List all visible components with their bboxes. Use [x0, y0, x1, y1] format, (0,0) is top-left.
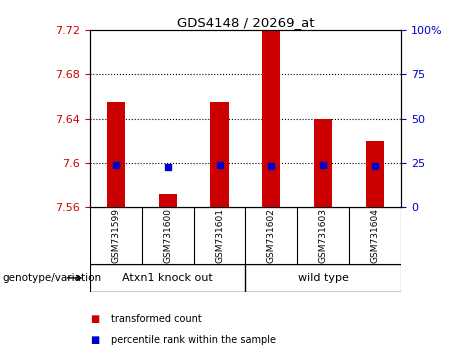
Bar — [159, 194, 177, 207]
Text: ■: ■ — [90, 335, 99, 345]
Bar — [366, 141, 384, 207]
Text: wild type: wild type — [298, 273, 349, 283]
Text: GSM731602: GSM731602 — [267, 208, 276, 263]
Text: GSM731603: GSM731603 — [319, 208, 328, 263]
Bar — [314, 119, 332, 207]
Title: GDS4148 / 20269_at: GDS4148 / 20269_at — [177, 16, 314, 29]
Text: transformed count: transformed count — [111, 314, 201, 324]
Text: GSM731604: GSM731604 — [371, 208, 380, 263]
Bar — [262, 30, 280, 207]
Text: ■: ■ — [90, 314, 99, 324]
Bar — [211, 102, 229, 207]
Text: GSM731600: GSM731600 — [163, 208, 172, 263]
Text: GSM731601: GSM731601 — [215, 208, 224, 263]
Text: Atxn1 knock out: Atxn1 knock out — [122, 273, 213, 283]
Text: percentile rank within the sample: percentile rank within the sample — [111, 335, 276, 345]
Text: GSM731599: GSM731599 — [111, 208, 120, 263]
Text: genotype/variation: genotype/variation — [2, 273, 101, 283]
Bar — [107, 102, 125, 207]
